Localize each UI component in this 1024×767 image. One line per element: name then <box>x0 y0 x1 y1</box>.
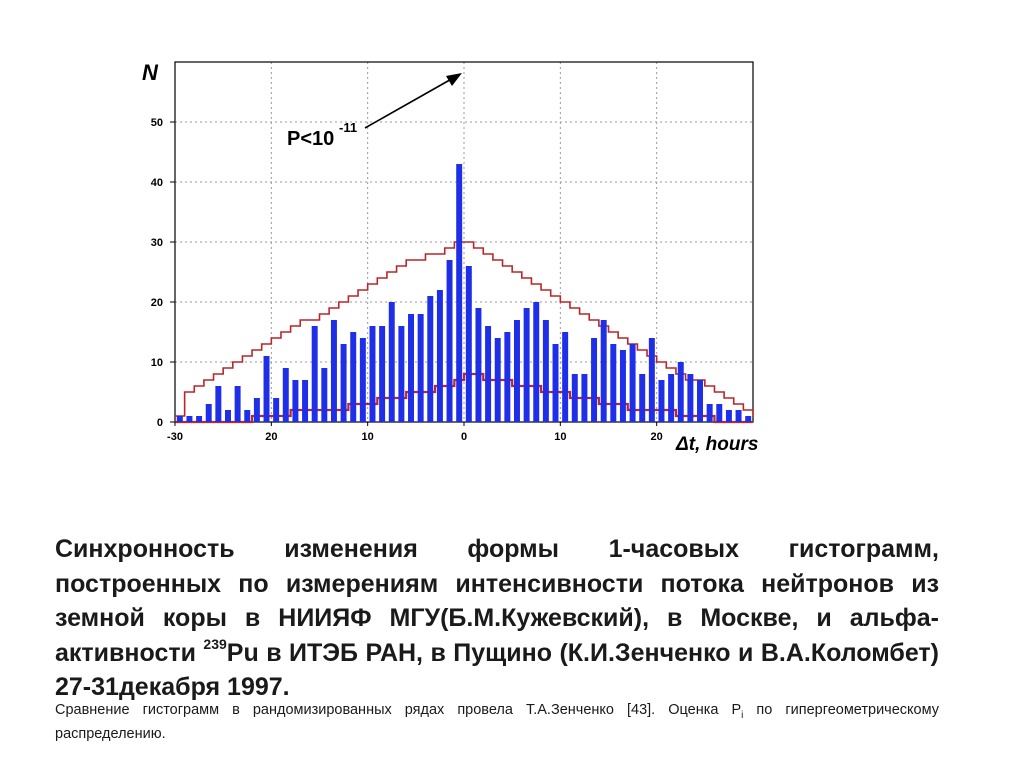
histogram-bar <box>359 338 366 422</box>
histogram-bar <box>745 416 752 422</box>
histogram-bar <box>321 368 328 422</box>
histogram-bar <box>436 290 443 422</box>
histogram-bar <box>263 356 270 422</box>
histogram-bar <box>619 350 626 422</box>
histogram-bar <box>639 374 646 422</box>
histogram-bar <box>311 326 318 422</box>
histogram-bar <box>273 398 280 422</box>
histogram-bar <box>591 338 598 422</box>
histogram-bar <box>176 416 183 422</box>
histogram-bar <box>648 338 655 422</box>
staircase-line-1 <box>175 241 754 417</box>
histogram-bar <box>677 362 684 422</box>
histogram-bar <box>494 338 501 422</box>
histogram-bar <box>388 302 395 422</box>
histogram-bar <box>456 164 463 422</box>
x-tick-label: 0 <box>461 431 467 443</box>
histogram-bar <box>687 374 694 422</box>
x-axis-ticks: -30 20 10 0 10 20 <box>167 422 663 443</box>
histogram-bar <box>610 344 617 422</box>
figure-note: Сравнение гистограмм в рандомизированных… <box>55 701 939 744</box>
x-tick-label: 10 <box>554 431 566 443</box>
histogram-bar <box>398 326 405 422</box>
note-part-1: Сравнение гистограмм в рандомизированных… <box>55 702 742 718</box>
histogram-bar <box>735 410 742 422</box>
histogram-bar <box>196 416 203 422</box>
note-part-2: по гипергеометрическому распределению. <box>55 702 939 742</box>
histogram-bar <box>244 410 251 422</box>
histogram-bar <box>513 320 520 422</box>
histogram-bar <box>504 332 511 422</box>
histogram-bar <box>446 260 453 422</box>
annotation-base: P<10 <box>287 128 334 150</box>
y-axis-ticks: 0 10 20 30 40 50 <box>151 117 175 429</box>
histogram-bar <box>668 374 675 422</box>
annotation-exponent: -11 <box>339 120 357 135</box>
histogram-bar <box>215 386 222 422</box>
histogram-bar <box>427 296 434 422</box>
histogram-bar <box>629 344 636 422</box>
histogram-bar <box>475 308 482 422</box>
y-tick-label: 40 <box>151 177 163 189</box>
histogram-bar <box>725 410 732 422</box>
histogram-bar <box>562 332 569 422</box>
histogram-bar <box>706 404 713 422</box>
x-tick-label: 10 <box>362 431 374 443</box>
caption-part-2: Pu в ИТЭБ РАН, в Пущино (К.И.Зенченко и … <box>55 638 939 702</box>
histogram-bar <box>571 374 578 422</box>
bar-series <box>176 164 752 422</box>
histogram-bar <box>205 404 212 422</box>
histogram-bar <box>417 314 424 422</box>
histogram-bar <box>282 368 289 422</box>
histogram-bar <box>697 380 704 422</box>
histogram-bar <box>186 416 193 422</box>
histogram-bar <box>234 386 241 422</box>
histogram-bar <box>379 326 386 422</box>
x-axis-label: Δt, hours <box>675 434 758 455</box>
histogram-chart: 0 10 20 30 40 50 -30 20 10 0 10 20 N Δt, hours P<1… <box>142 60 758 455</box>
x-tick-label: 20 <box>265 431 277 443</box>
histogram-bar <box>523 308 530 422</box>
histogram-bar <box>224 410 231 422</box>
histogram-bar <box>350 332 357 422</box>
y-tick-label: 0 <box>157 417 163 429</box>
histogram-bar <box>716 404 723 422</box>
histogram-bar <box>465 266 472 422</box>
note-subscript: i <box>741 709 744 721</box>
annotation-arrow-line <box>364 76 456 129</box>
x-tick-label: -30 <box>167 431 183 443</box>
y-tick-label: 50 <box>151 117 163 129</box>
histogram-bar <box>292 380 299 422</box>
caption-part-1: Синхронность изменения формы 1-часовых г… <box>55 535 939 667</box>
histogram-bar <box>369 326 376 422</box>
x-tick-label: 20 <box>651 431 663 443</box>
y-axis-label: N <box>142 60 159 85</box>
probability-annotation: P<10 -11 <box>287 73 462 150</box>
y-tick-label: 20 <box>151 297 163 309</box>
histogram-bar <box>542 320 549 422</box>
y-tick-label: 10 <box>151 357 163 369</box>
histogram-bar <box>600 320 607 422</box>
histogram-bar <box>408 314 415 422</box>
histogram-bar <box>340 344 347 422</box>
histogram-bar <box>485 326 492 422</box>
histogram-bar <box>658 380 665 422</box>
histogram-bar <box>552 344 559 422</box>
y-tick-label: 30 <box>151 237 163 249</box>
histogram-bar <box>330 320 337 422</box>
histogram-bar <box>581 374 588 422</box>
histogram-bar <box>533 302 540 422</box>
histogram-bar <box>253 398 260 422</box>
figure-caption: Синхронность изменения формы 1-часовых г… <box>55 532 939 705</box>
histogram-bar <box>302 380 309 422</box>
arrow-head-icon <box>446 73 462 86</box>
isotope-mass-number: 239 <box>203 635 227 652</box>
